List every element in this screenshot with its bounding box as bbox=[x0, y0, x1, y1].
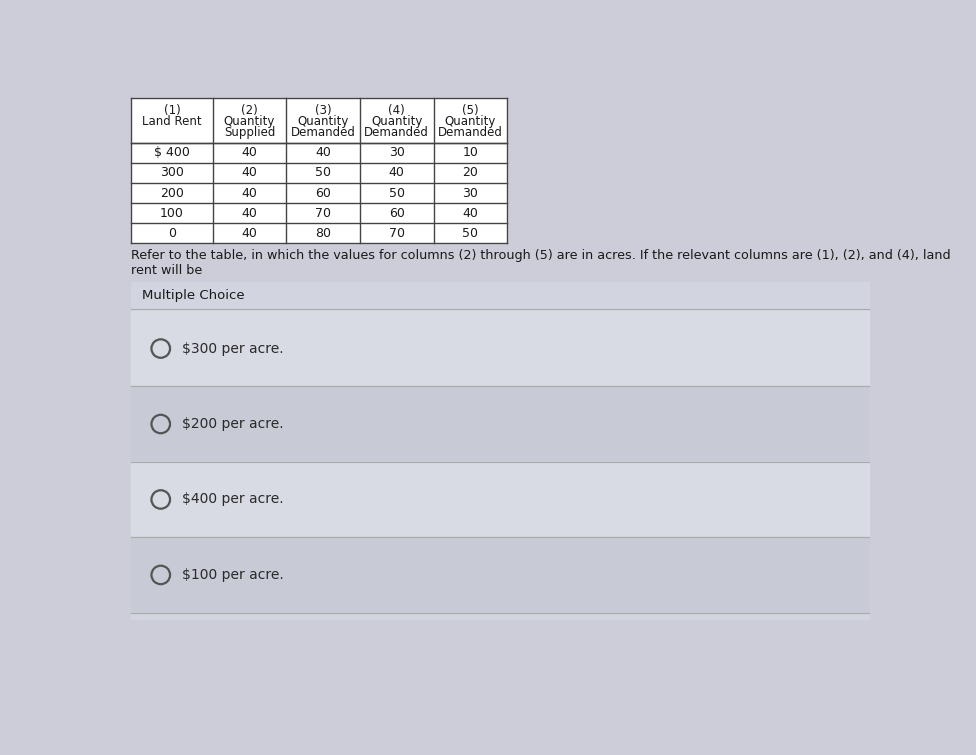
Text: $100 per acre.: $100 per acre. bbox=[183, 568, 284, 582]
Bar bbox=[132, 311, 869, 387]
Text: $ 400: $ 400 bbox=[154, 146, 190, 159]
Text: 40: 40 bbox=[463, 207, 478, 220]
Text: (3): (3) bbox=[315, 104, 332, 118]
Text: Land Rent: Land Rent bbox=[142, 116, 202, 128]
Text: 70: 70 bbox=[388, 226, 405, 239]
Text: (1): (1) bbox=[164, 104, 181, 118]
Text: $300 per acre.: $300 per acre. bbox=[183, 341, 284, 356]
Text: Supplied: Supplied bbox=[224, 126, 275, 139]
Text: 50: 50 bbox=[388, 186, 405, 199]
Text: 40: 40 bbox=[315, 146, 331, 159]
Text: 50: 50 bbox=[315, 167, 331, 180]
Text: 60: 60 bbox=[388, 207, 405, 220]
Text: Demanded: Demanded bbox=[364, 126, 429, 139]
Text: 60: 60 bbox=[315, 186, 331, 199]
Bar bbox=[132, 282, 869, 619]
Text: Demanded: Demanded bbox=[438, 126, 503, 139]
Text: Refer to the table, in which the values for columns (2) through (5) are in acres: Refer to the table, in which the values … bbox=[132, 249, 951, 277]
Text: Quantity: Quantity bbox=[445, 116, 496, 128]
Text: (2): (2) bbox=[241, 104, 258, 118]
Text: $200 per acre.: $200 per acre. bbox=[183, 417, 284, 431]
Text: 40: 40 bbox=[241, 186, 258, 199]
Bar bbox=[132, 462, 869, 538]
Text: $400 per acre.: $400 per acre. bbox=[183, 492, 284, 507]
Text: 40: 40 bbox=[241, 167, 258, 180]
Text: (5): (5) bbox=[462, 104, 478, 118]
Text: Quantity: Quantity bbox=[298, 116, 348, 128]
Text: Quantity: Quantity bbox=[224, 116, 275, 128]
Text: 0: 0 bbox=[168, 226, 176, 239]
Bar bbox=[132, 538, 869, 612]
Text: 40: 40 bbox=[388, 167, 405, 180]
Text: Quantity: Quantity bbox=[371, 116, 423, 128]
Text: 100: 100 bbox=[160, 207, 183, 220]
Text: Multiple Choice: Multiple Choice bbox=[142, 289, 245, 302]
Text: (4): (4) bbox=[388, 104, 405, 118]
Bar bbox=[132, 98, 508, 243]
Text: Demanded: Demanded bbox=[291, 126, 355, 139]
Text: 80: 80 bbox=[315, 226, 331, 239]
Text: 200: 200 bbox=[160, 186, 183, 199]
Text: 10: 10 bbox=[463, 146, 478, 159]
Text: 30: 30 bbox=[388, 146, 405, 159]
Text: 40: 40 bbox=[241, 146, 258, 159]
Text: 20: 20 bbox=[463, 167, 478, 180]
Text: 70: 70 bbox=[315, 207, 331, 220]
Bar bbox=[132, 387, 869, 462]
Text: 40: 40 bbox=[241, 226, 258, 239]
Text: 30: 30 bbox=[463, 186, 478, 199]
Text: 300: 300 bbox=[160, 167, 183, 180]
Text: 50: 50 bbox=[463, 226, 478, 239]
Text: 40: 40 bbox=[241, 207, 258, 220]
